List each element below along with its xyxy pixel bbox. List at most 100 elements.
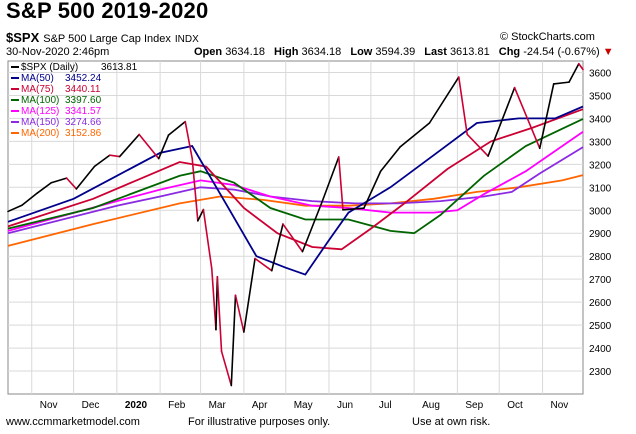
price-segment: [210, 267, 217, 331]
x-tick-label: Aug: [422, 400, 440, 411]
high-value: 3634.18: [301, 46, 342, 58]
series-line-ma75: [7, 108, 584, 251]
high-label: High: [274, 46, 299, 58]
last-label: Last: [424, 46, 447, 58]
price-segment: [399, 122, 431, 148]
y-tick-label: 3400: [589, 114, 612, 125]
footer-site[interactable]: www.ccmmarketmodel.com: [6, 416, 140, 428]
y-tick-label: 3100: [589, 183, 612, 194]
y-tick-label: 2800: [589, 252, 612, 263]
ohlc-readout: Open 3634.18 High 3634.18 Low 3594.39 La…: [188, 46, 614, 58]
price-segment: [254, 257, 273, 272]
price-segment: [301, 201, 323, 253]
price-segment: [109, 154, 121, 158]
price-segment: [138, 133, 160, 160]
price-segment: [466, 133, 489, 157]
x-tick-label: 2020: [125, 400, 148, 411]
series-line-ma50: [7, 105, 584, 276]
x-tick-label: Dec: [82, 400, 100, 411]
low-label: Low: [350, 46, 373, 58]
price-segment: [552, 81, 570, 85]
price-segment: [538, 83, 555, 150]
price-segment: [167, 120, 187, 136]
series-line-ma125: [7, 130, 584, 232]
price-segment: [220, 350, 233, 387]
price-segment: [379, 146, 401, 173]
price-segment: [36, 181, 53, 194]
y-tick-label: 2300: [589, 367, 612, 378]
x-tick-label: May: [294, 400, 313, 411]
x-tick-label: Oct: [507, 400, 523, 411]
legend-name-ma75: MA(75): [21, 84, 54, 95]
y-tick-label: 2700: [589, 275, 612, 286]
timestamp: 30-Nov-2020 2:46pm: [6, 46, 110, 58]
price-segment: [202, 208, 213, 270]
down-arrow-icon: ▼: [602, 46, 614, 58]
x-tick-label: Jun: [337, 400, 353, 411]
price-segment: [184, 120, 194, 160]
legend-value-ma150: 3274.66: [65, 117, 102, 128]
legend-name-ma150: MA(150): [21, 117, 59, 128]
price-segment: [234, 294, 245, 333]
legend-value-ma50: 3452.24: [65, 73, 102, 84]
footer-note-1: For illustrative purposes only.: [188, 416, 331, 428]
legend-value-price: 3613.81: [101, 62, 138, 73]
price-segment: [75, 165, 96, 190]
legend-name-price: $SPX (Daily): [21, 62, 78, 73]
x-tick-label: Mar: [209, 400, 227, 411]
y-tick-label: 3000: [589, 206, 612, 217]
x-tick-label: Feb: [168, 400, 186, 411]
legend-name-ma50: MA(50): [21, 73, 54, 84]
price-segment: [363, 170, 382, 210]
legend-name-ma125: MA(125): [21, 106, 59, 117]
y-tick-label: 3200: [589, 160, 612, 171]
low-value: 3594.39: [375, 46, 416, 58]
price-segment: [118, 133, 140, 158]
series-line-ma100: [7, 118, 584, 235]
x-tick-label: Jul: [379, 400, 392, 411]
x-tick-label: Apr: [252, 400, 268, 411]
y-tick-label: 3600: [589, 68, 612, 79]
price-segment: [270, 223, 284, 272]
legend-value-ma100: 3397.60: [65, 95, 102, 106]
x-tick-label: Sep: [465, 400, 483, 411]
legend-value-ma125: 3341.57: [65, 106, 102, 117]
y-tick-label: 3500: [589, 91, 612, 102]
price-segment: [578, 62, 584, 71]
exchange: INDX: [174, 34, 199, 45]
footer-note-2: Use at own risk.: [412, 416, 491, 428]
symbol: $SPX: [6, 30, 40, 45]
price-segment: [21, 192, 39, 207]
symbol-line: $SPX S&P 500 Large Cap Index INDX: [6, 30, 199, 45]
price-segment: [191, 157, 199, 222]
price-segment: [197, 208, 205, 222]
price-segment: [513, 86, 541, 150]
legend-value-ma200: 3152.86: [65, 128, 102, 139]
legend-name-ma200: MA(200): [21, 128, 59, 139]
chart-title: S&P 500 2019-2020: [6, 0, 209, 23]
price-segment: [321, 156, 340, 203]
x-tick-label: Nov: [40, 400, 58, 411]
price-segment: [65, 177, 78, 190]
y-tick-label: 2500: [589, 321, 612, 332]
open-value: 3634.18: [225, 46, 265, 58]
y-tick-label: 2900: [589, 229, 612, 240]
chg-value: -24.54 (-0.67%): [523, 46, 600, 58]
price-segment: [568, 62, 580, 83]
index-name: S&P 500 Large Cap Index: [43, 33, 171, 45]
price-segment: [243, 257, 256, 333]
plot-frame: [7, 60, 584, 395]
price-segment: [457, 76, 468, 136]
price-segment: [337, 156, 344, 211]
price-segment: [428, 76, 460, 124]
price-segment: [7, 204, 23, 213]
price-segment: [282, 223, 304, 253]
price-segment: [342, 207, 365, 211]
price-segment: [230, 294, 237, 387]
y-tick-label: 2600: [589, 298, 612, 309]
y-tick-label: 2400: [589, 344, 612, 355]
copyright[interactable]: © StockCharts.com: [500, 31, 595, 43]
open-label: Open: [194, 46, 223, 58]
price-segment: [93, 154, 111, 168]
